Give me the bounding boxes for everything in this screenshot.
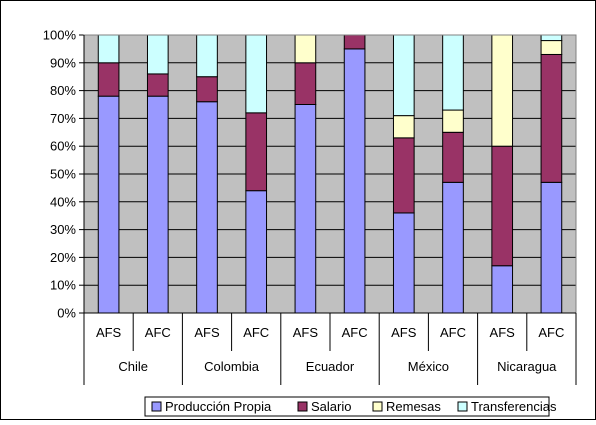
legend-label: Remesas bbox=[386, 399, 441, 414]
x-tick-label: AFS bbox=[96, 325, 122, 340]
bar-segment bbox=[491, 34, 514, 147]
y-tick-label: 0% bbox=[57, 306, 76, 321]
bar-segment bbox=[146, 34, 169, 75]
group-label: Chile bbox=[118, 359, 148, 374]
bar-segment bbox=[245, 34, 268, 114]
bar-segment bbox=[442, 109, 464, 133]
bar-segment bbox=[245, 112, 268, 192]
group-label: Ecuador bbox=[306, 359, 355, 374]
x-tick-label: AFS bbox=[490, 325, 516, 340]
y-tick-label: 60% bbox=[50, 139, 76, 154]
group-label: Colombia bbox=[204, 359, 260, 374]
x-tick-label: AFS bbox=[293, 325, 319, 340]
x-tick-label: AFC bbox=[243, 325, 269, 340]
x-tick-label: AFC bbox=[440, 325, 466, 340]
y-tick-label: 80% bbox=[50, 83, 76, 98]
bar-segment bbox=[146, 95, 169, 314]
y-tick-label: 100% bbox=[43, 28, 77, 43]
legend-box bbox=[144, 396, 550, 417]
x-tick-label: AFC bbox=[145, 325, 171, 340]
bar-segment bbox=[540, 53, 563, 183]
legend-swatch bbox=[372, 401, 383, 412]
bar-segment bbox=[196, 76, 218, 103]
bar-segment bbox=[392, 137, 415, 214]
x-tick-label: AFS bbox=[391, 325, 417, 340]
group-label: Nicaragua bbox=[497, 359, 557, 374]
y-tick-label: 50% bbox=[50, 167, 76, 182]
bar-segment bbox=[540, 40, 563, 55]
legend-swatch bbox=[151, 401, 162, 412]
bar-segment bbox=[343, 34, 366, 50]
y-tick-label: 90% bbox=[50, 55, 76, 70]
bar-segment bbox=[442, 181, 464, 314]
bar-segment bbox=[442, 131, 464, 183]
x-tick-label: AFC bbox=[538, 325, 564, 340]
bar-segment bbox=[442, 34, 464, 111]
bar-segment bbox=[294, 34, 317, 64]
bars bbox=[97, 34, 563, 314]
bar-segment bbox=[294, 104, 317, 314]
axes: 0% 10% 20% 30% 40% 50% 60% 70% 80% 90% 100% AFS AFC A… bbox=[43, 28, 577, 385]
bar-segment bbox=[343, 48, 366, 314]
x-tick-label: AFC bbox=[342, 325, 368, 340]
y-tick-label: 70% bbox=[50, 111, 76, 126]
bar-segment bbox=[392, 115, 415, 139]
bar-segment bbox=[97, 34, 120, 64]
y-tick-label: 20% bbox=[50, 250, 76, 265]
legend-label: Salario bbox=[311, 399, 351, 414]
bar-segment bbox=[196, 101, 218, 314]
bar-segment bbox=[392, 212, 415, 314]
bar-segment bbox=[146, 73, 169, 97]
legend-label: Producción Propia bbox=[165, 399, 272, 414]
y-tick-label: 30% bbox=[50, 222, 76, 237]
legend: Producción Propia Salario Remesas Transfere… bbox=[144, 396, 557, 417]
legend-swatch bbox=[457, 401, 468, 412]
group-label: México bbox=[408, 359, 449, 374]
bar-segment bbox=[245, 190, 268, 314]
bar-segment bbox=[294, 62, 317, 105]
bar-segment bbox=[97, 95, 120, 314]
x-tick-label: AFS bbox=[194, 325, 220, 340]
y-tick-label: 10% bbox=[50, 278, 76, 293]
bar-segment bbox=[491, 265, 514, 314]
bar-segment bbox=[540, 34, 563, 42]
bar-segment bbox=[491, 145, 514, 267]
legend-label: Transferencias bbox=[471, 399, 557, 414]
y-tick-label: 40% bbox=[50, 194, 76, 209]
legend-swatch bbox=[297, 401, 308, 412]
bar-segment bbox=[392, 34, 415, 117]
bar-segment bbox=[540, 181, 563, 314]
bar-segment bbox=[97, 62, 120, 97]
bar-segment bbox=[196, 34, 218, 78]
